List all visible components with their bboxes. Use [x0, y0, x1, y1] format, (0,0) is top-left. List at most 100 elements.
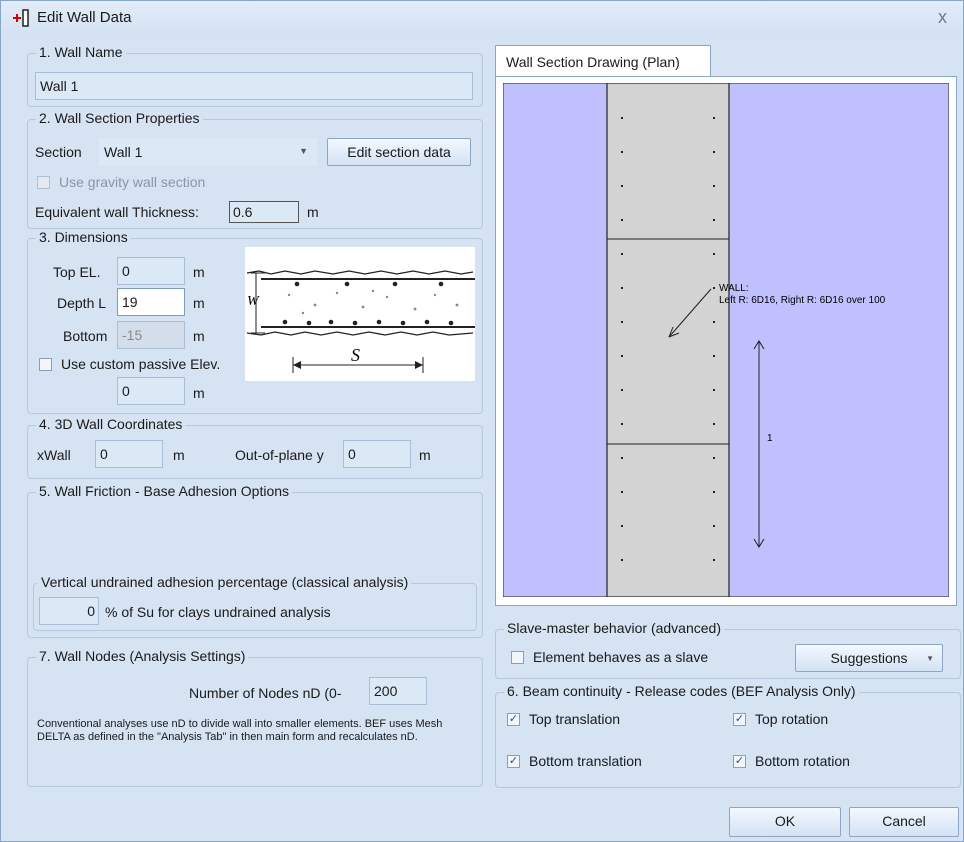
wall-app-icon [13, 9, 29, 27]
section-select[interactable]: Wall 1 ▼ [99, 138, 317, 166]
rebar-dot [713, 185, 715, 187]
wall-annotation-line2: Left R: 6D16, Right R: 6D16 over 100 [719, 295, 886, 306]
bottom-unit: m [193, 328, 205, 344]
nodes-legend: 7. Wall Nodes (Analysis Settings) [36, 648, 249, 664]
rebar-dot [621, 491, 623, 493]
xwall-unit: m [173, 447, 185, 463]
rebar-dot [621, 253, 623, 255]
rebar-dot [713, 117, 715, 119]
out-of-plane-label: Out-of-plane y [235, 447, 324, 463]
xwall-input[interactable]: 0 [95, 440, 163, 468]
bottom-rotation-checkbox[interactable]: ✓ [733, 755, 746, 768]
nodes-note: Conventional analyses use nD to divide w… [37, 718, 443, 743]
out-of-plane-input[interactable]: 0 [343, 440, 411, 468]
slave-master-group: Slave-master behavior (advanced) [495, 620, 961, 679]
section-label: Section [35, 144, 82, 160]
thickness-field[interactable]: 0.6 [229, 201, 299, 223]
edit-section-button[interactable]: Edit section data [327, 138, 471, 166]
top-translation-checkbox[interactable]: ✓ [507, 713, 520, 726]
coordinates-group: 4. 3D Wall Coordinates [27, 416, 483, 479]
bottom-label: Bottom [63, 328, 108, 344]
bottom-translation-checkbox[interactable]: ✓ [507, 755, 520, 768]
rebar-dot [713, 389, 715, 391]
rebar-dot [713, 423, 715, 425]
gravity-wall-label: Use gravity wall section [59, 174, 206, 190]
rebar-dot [621, 457, 623, 459]
thickness-unit: m [307, 204, 319, 220]
rebar-dot [621, 287, 623, 289]
wall-name-legend: 1. Wall Name [36, 44, 126, 60]
slave-label: Element behaves as a slave [533, 649, 709, 665]
rebar-dot [621, 151, 623, 153]
top-el-input[interactable]: 0 [117, 257, 185, 285]
top-rotation-label: Top rotation [755, 711, 829, 727]
top-translation-label: Top translation [529, 711, 621, 727]
nodes-group: 7. Wall Nodes (Analysis Settings) [27, 648, 483, 787]
depth-label: Depth L [57, 295, 107, 311]
section-properties-legend: 2. Wall Section Properties [36, 110, 203, 126]
passive-elev-unit: m [193, 385, 205, 401]
depth-input[interactable]: 19 [117, 288, 185, 316]
slave-master-legend: Slave-master behavior (advanced) [504, 620, 724, 636]
friction-legend: 5. Wall Friction - Base Adhesion Options [36, 483, 293, 499]
top-rotation-checkbox[interactable]: ✓ [733, 713, 746, 726]
chevron-down-icon: ▼ [926, 654, 934, 663]
rebar-dot [713, 287, 715, 289]
xwall-label: xWall [37, 447, 71, 463]
rebar-dot [621, 423, 623, 425]
beam-continuity-legend: 6. Beam continuity - Release codes (BEF … [504, 683, 859, 699]
wall-name-input[interactable]: Wall 1 [35, 72, 473, 100]
tab-wall-section-drawing[interactable]: Wall Section Drawing (Plan) [495, 45, 711, 77]
section-properties-group: 2. Wall Section Properties [27, 110, 483, 229]
custom-passive-checkbox[interactable] [39, 358, 52, 371]
rebar-dot [713, 219, 715, 221]
rebar-dot [621, 219, 623, 221]
rebar-dot [621, 185, 623, 187]
dimension-label: 1 [767, 433, 773, 444]
cancel-button[interactable]: Cancel [849, 807, 959, 837]
custom-passive-label: Use custom passive Elev. [61, 356, 221, 372]
adhesion-suffix: % of Su for clays undrained analysis [105, 604, 331, 620]
rebar-dot [621, 389, 623, 391]
chevron-down-icon: ▼ [299, 146, 308, 156]
adhesion-input[interactable]: 0 [39, 597, 99, 625]
title-bar: Edit Wall Data x [1, 1, 963, 35]
ok-button[interactable]: OK [729, 807, 841, 837]
section-select-value: Wall 1 [104, 144, 143, 160]
rebar-dot [621, 321, 623, 323]
passive-elev-input[interactable]: 0 [117, 377, 185, 405]
nodes-count-label: Number of Nodes nD (0- [189, 685, 342, 701]
rebar-dot [621, 355, 623, 357]
wall-section-drawing: WALL: Left R: 6D16, Right R: 6D16 over 1… [503, 83, 949, 597]
rebar-dot [713, 491, 715, 493]
dimensions-group: 3. Dimensions [27, 229, 483, 414]
dialog-title: Edit Wall Data [37, 9, 132, 26]
suggestions-button[interactable]: Suggestions ▼ [795, 644, 943, 672]
friction-group: 5. Wall Friction - Base Adhesion Options [27, 483, 483, 638]
bottom-translation-label: Bottom translation [529, 753, 642, 769]
dimensions-legend: 3. Dimensions [36, 229, 131, 245]
adhesion-group: Vertical undrained adhesion percentage (… [33, 574, 477, 631]
wall-name-group: 1. Wall Name [27, 44, 483, 107]
gravity-wall-checkbox[interactable] [37, 176, 50, 189]
thickness-label: Equivalent wall Thickness: [35, 204, 199, 220]
out-of-plane-unit: m [419, 447, 431, 463]
close-icon[interactable]: x [938, 7, 947, 27]
wall-section-sketch: W S [245, 247, 475, 381]
rebar-dot [713, 151, 715, 153]
rebar-dot [713, 457, 715, 459]
rebar-dot [713, 253, 715, 255]
rebar-dot [713, 321, 715, 323]
coordinates-legend: 4. 3D Wall Coordinates [36, 416, 186, 432]
nodes-count-input[interactable]: 200 [369, 677, 427, 705]
top-el-label: Top EL. [53, 264, 101, 280]
bottom-rotation-label: Bottom rotation [755, 753, 850, 769]
rebar-dot [621, 559, 623, 561]
depth-unit: m [193, 295, 205, 311]
slave-checkbox[interactable] [511, 651, 524, 664]
rebar-dot [621, 525, 623, 527]
beam-continuity-group: 6. Beam continuity - Release codes (BEF … [495, 683, 961, 788]
top-el-unit: m [193, 264, 205, 280]
bottom-input[interactable]: -15 [117, 321, 185, 349]
